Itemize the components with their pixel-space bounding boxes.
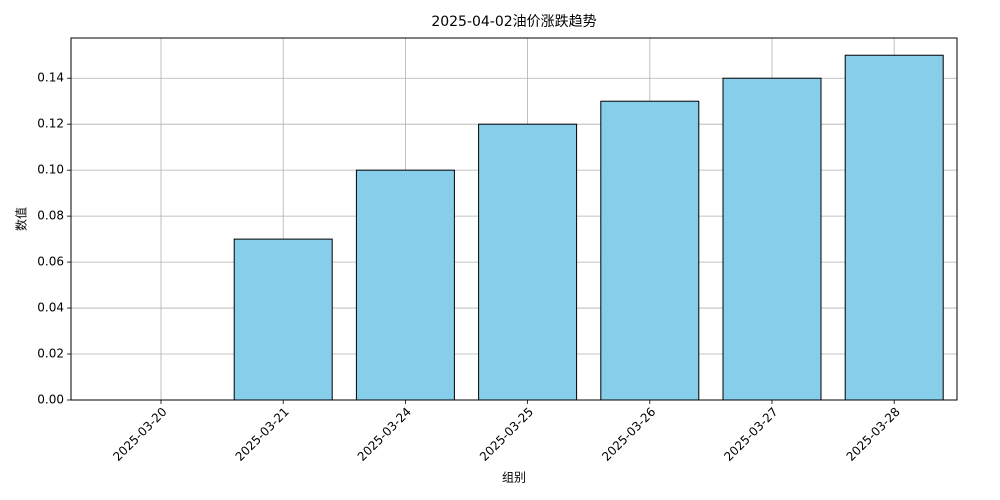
bar <box>355 169 455 401</box>
bar <box>478 123 578 401</box>
plot-frame <box>70 37 958 401</box>
y-tick-label: 0.00 <box>37 393 64 407</box>
y-tick-label: 0.10 <box>37 163 64 177</box>
bar <box>233 238 333 401</box>
bar <box>844 54 944 401</box>
y-tick-label: 0.14 <box>37 71 64 85</box>
y-tick-label: 0.06 <box>37 255 64 269</box>
x-axis-label: 组别 <box>502 471 526 485</box>
y-axis-label: 数值 <box>14 207 29 231</box>
y-tick-label: 0.08 <box>37 209 64 223</box>
y-tick-label: 0.04 <box>37 301 64 315</box>
chart-title: 2025-04-02油价涨跌趋势 <box>431 14 596 30</box>
bar <box>600 100 700 401</box>
y-tick-label: 0.12 <box>37 117 64 131</box>
y-tick-label: 0.02 <box>37 347 64 361</box>
bar <box>722 77 822 401</box>
